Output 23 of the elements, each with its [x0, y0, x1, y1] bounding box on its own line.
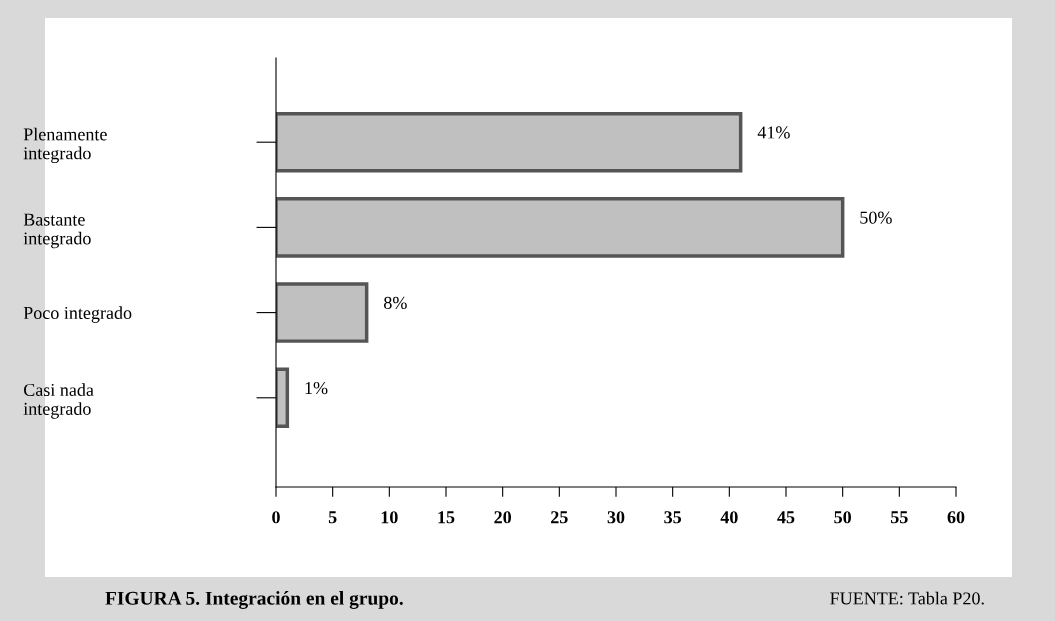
- data-label: 8%: [384, 296, 407, 309]
- data-label: 1%: [305, 381, 328, 395]
- x-tick-label: 15: [438, 511, 455, 524]
- x-tick-label: 50: [834, 511, 852, 524]
- x-tick-label: 10: [381, 511, 398, 524]
- x-tick-label: 55: [891, 511, 908, 524]
- x-tick-label: 0: [272, 511, 280, 524]
- y-tick-label: Plenamente integrado: [23, 127, 107, 164]
- x-tick-label: 35: [664, 511, 682, 524]
- text: FIGURA 5. Integración en el grupo.: [105, 591, 403, 609]
- y-tick-label: Bastante integrado: [23, 213, 91, 249]
- x-tick-label: 20: [494, 511, 512, 524]
- data-label: 50%: [860, 211, 892, 224]
- x-tick-label: 45: [777, 511, 795, 524]
- y-tick-label: Casi nada integrado: [23, 383, 94, 419]
- x-tick-label: 30: [607, 511, 625, 524]
- x-tick-label: 60: [947, 511, 965, 524]
- data-label: 41%: [757, 126, 790, 139]
- x-tick-label: 40: [720, 511, 738, 524]
- x-tick-label: 25: [551, 511, 568, 524]
- source-note: FUENTE: Tabla P20.: [830, 591, 984, 605]
- x-tick-label: 5: [328, 511, 337, 524]
- y-tick-label: Poco integrado: [23, 306, 132, 323]
